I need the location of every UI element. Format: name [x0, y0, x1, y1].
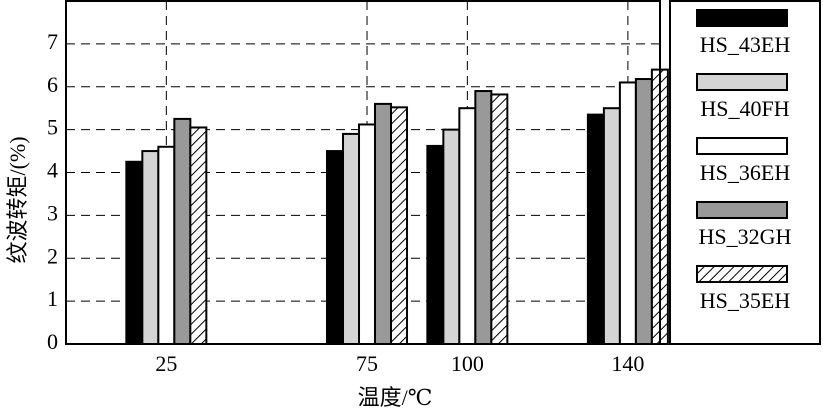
bar: [173, 117, 192, 345]
legend-box: [669, 0, 821, 345]
bar: [442, 128, 461, 345]
legend-label: HS_43EH: [700, 32, 791, 57]
legend-swatch: [696, 137, 788, 155]
bar: [426, 144, 445, 345]
legend-label: HS_35EH: [700, 288, 791, 313]
bar: [141, 150, 160, 345]
bar: [634, 78, 653, 345]
legend-swatch: [696, 73, 788, 91]
x-tick-label: 140: [611, 351, 644, 376]
bar: [586, 113, 605, 346]
y-tick-label: 7: [47, 29, 58, 54]
bar: [602, 107, 621, 345]
bar: [326, 150, 345, 345]
legend-swatch: [696, 265, 788, 283]
legend-label: HS_40FH: [700, 96, 789, 121]
y-axis-label: 纹波转矩/(%): [5, 136, 30, 263]
bar: [618, 81, 637, 346]
legend-swatch: [696, 201, 788, 219]
bar: [358, 123, 377, 346]
bar: [125, 160, 144, 345]
bar: [189, 126, 208, 345]
x-tick-label: 75: [356, 351, 378, 376]
y-tick-label: 5: [47, 115, 58, 140]
bar: [458, 107, 477, 345]
bar: [157, 145, 176, 345]
x-tick-label: 25: [155, 351, 177, 376]
x-axis-label: 温度/℃: [358, 385, 433, 410]
y-tick-label: 0: [47, 329, 58, 354]
legend-label: HS_36EH: [700, 160, 791, 185]
y-tick-label: 6: [47, 72, 58, 97]
bar: [390, 106, 409, 345]
bar: [490, 93, 509, 345]
plot-frame: [65, 0, 661, 345]
y-tick-label: 4: [47, 158, 58, 183]
y-tick-label: 2: [47, 243, 58, 268]
legend-label: HS_32GH: [699, 224, 792, 249]
y-tick-label: 1: [47, 286, 58, 311]
x-tick-label: 100: [451, 351, 484, 376]
bar: [474, 90, 493, 345]
legend-swatch: [696, 9, 788, 27]
bar: [342, 132, 361, 345]
bar: [374, 102, 393, 346]
y-tick-label: 3: [47, 200, 58, 225]
